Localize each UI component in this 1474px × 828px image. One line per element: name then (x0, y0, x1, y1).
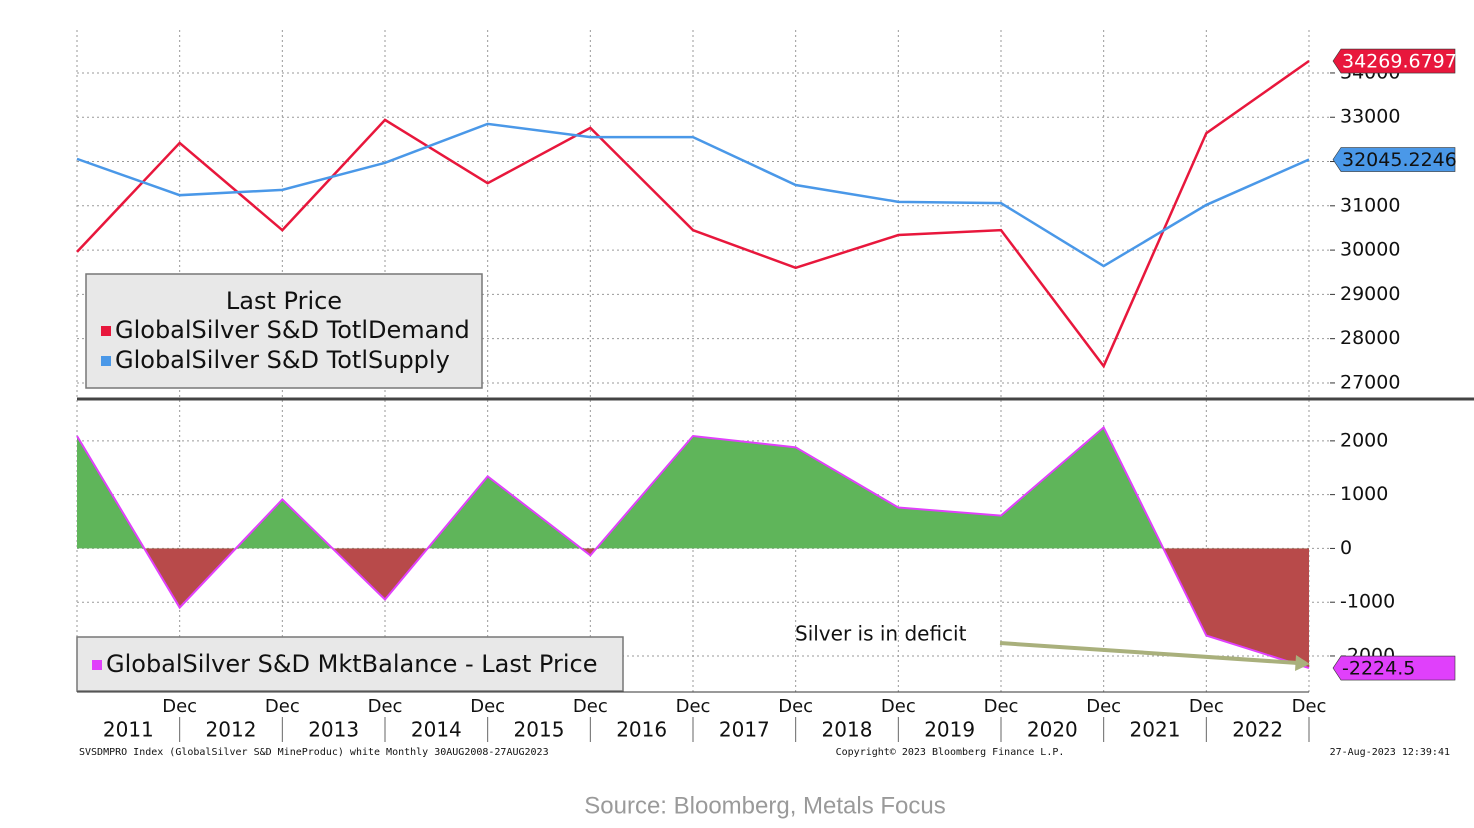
x-tick-label: Dec (470, 696, 505, 717)
y-tick-label: 31000 (1340, 194, 1400, 216)
x-tick-label: Dec (1086, 696, 1121, 717)
last-value-box (1332, 147, 1456, 172)
legend-title: Last Price (226, 287, 342, 315)
last-value-box (1332, 655, 1456, 681)
x-year-label: 2013 (308, 718, 359, 742)
x-tick-label: Dec (1189, 696, 1224, 717)
last-value-label: 34269.6797 (1342, 51, 1457, 73)
x-year-label: 2018 (822, 718, 873, 742)
legend-swatch (92, 660, 102, 670)
x-year-label: 2015 (514, 718, 565, 742)
annotation-arrowhead (1295, 655, 1310, 671)
area-outline (76, 425, 1310, 669)
x-tick-label: Dec (676, 696, 711, 717)
x-tick-label: Dec (881, 696, 916, 717)
last-value-label: 32045.2246 (1342, 149, 1457, 171)
y-tick-label: 30000 (1340, 239, 1400, 261)
x-year-label: 2014 (411, 718, 462, 742)
x-tick-label: Dec (1292, 696, 1327, 717)
last-value-box (1332, 48, 1456, 74)
y-tick-label: 0 (1340, 537, 1352, 559)
line-series (76, 122, 1310, 268)
x-year-label: 2012 (206, 718, 257, 742)
footer-timestamp: 27-Aug-2023 12:39:41 (1330, 747, 1450, 758)
y-tick-label: 1000 (1340, 483, 1388, 505)
legend-label: GlobalSilver S&D TotlDemand (115, 316, 470, 344)
legend-label: GlobalSilver S&D TotlSupply (115, 346, 450, 374)
x-year-label: 2016 (616, 718, 667, 742)
y-tick-label: 33000 (1340, 106, 1400, 128)
y-tick-label: 2000 (1340, 429, 1388, 451)
x-year-label: 2020 (1027, 718, 1078, 742)
annotation: Silver is in deficit (795, 622, 967, 646)
y-tick-label: 28000 (1340, 327, 1400, 349)
legend-box (85, 273, 483, 389)
x-year-label: 2019 (924, 718, 975, 742)
footer-index: SVSDMPRO Index (GlobalSilver S&D MinePro… (79, 747, 549, 758)
x-year-label: 2011 (103, 718, 154, 742)
x-year-label: 2021 (1130, 718, 1181, 742)
legend-box (76, 636, 624, 692)
x-tick-label: Dec (573, 696, 608, 717)
x-year-label: 2017 (719, 718, 770, 742)
area-series (77, 427, 1309, 669)
last-value-label: -2224.5 (1342, 658, 1415, 680)
legend-swatch (101, 326, 111, 336)
footer-copyright: Copyright© 2023 Bloomberg Finance L.P. (836, 747, 1065, 758)
legend-label: GlobalSilver S&D MktBalance - Last Price (106, 650, 597, 678)
x-tick-label: Dec (368, 696, 403, 717)
x-tick-label: Dec (778, 696, 813, 717)
line-series (76, 59, 1310, 369)
annotation-arrow (999, 641, 1299, 665)
legend-swatch (101, 356, 111, 366)
y-tick-label: 27000 (1340, 371, 1400, 393)
x-tick-label: Dec (265, 696, 300, 717)
source: Source: Bloomberg, Metals Focus (584, 792, 946, 819)
x-year-label: 2022 (1232, 718, 1283, 742)
x-tick-label: Dec (162, 696, 197, 717)
y-tick-label: 29000 (1340, 283, 1400, 305)
y-tick-label: -1000 (1340, 591, 1395, 613)
x-tick-label: Dec (984, 696, 1019, 717)
